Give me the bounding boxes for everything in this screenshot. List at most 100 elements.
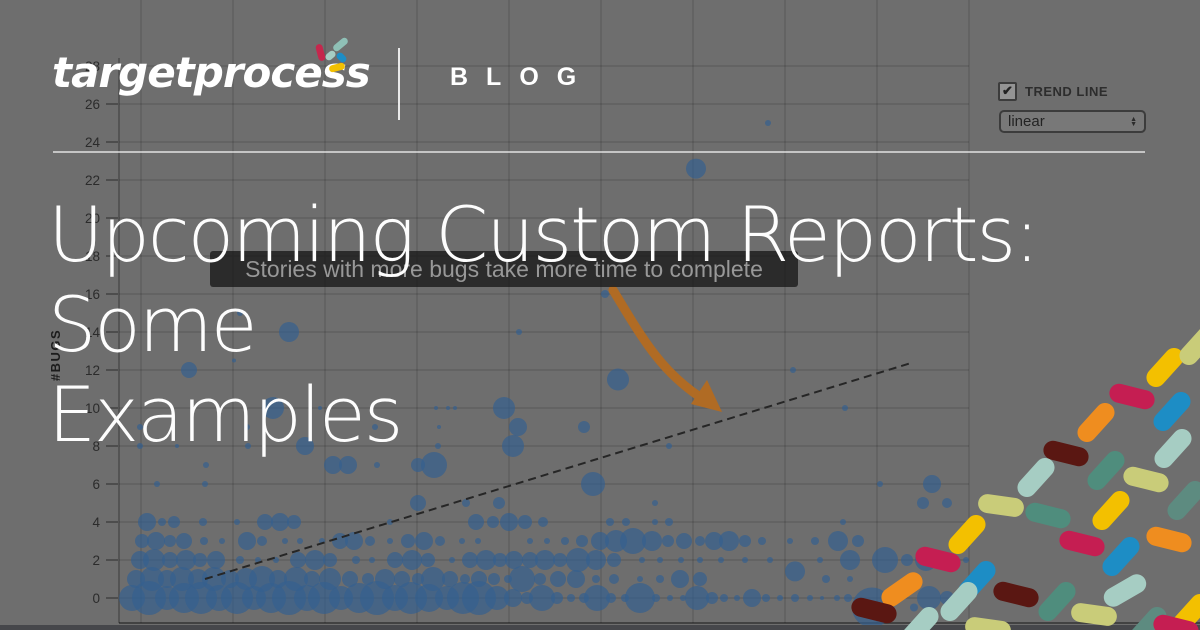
bubble	[592, 575, 600, 583]
bubble	[910, 603, 918, 612]
bubble	[462, 581, 496, 615]
bubble	[522, 552, 538, 568]
bubble	[566, 548, 590, 572]
bubble	[493, 553, 507, 567]
bubble	[127, 570, 145, 588]
y-tick-label: 6	[92, 477, 100, 492]
bubble	[828, 531, 848, 551]
y-tick-label: 18	[85, 249, 100, 264]
bubble	[318, 406, 322, 410]
bubble	[342, 571, 358, 587]
trend-type-value: linear	[1008, 113, 1045, 130]
bubble	[940, 591, 954, 605]
bubble	[319, 568, 341, 590]
bubble	[234, 519, 240, 525]
bubble	[200, 537, 208, 545]
bubble	[245, 443, 251, 449]
bubble	[442, 571, 458, 587]
bubble	[693, 572, 707, 586]
trend-line-checkbox[interactable]: ✔	[998, 82, 1017, 101]
y-tick-label: 4	[92, 515, 100, 530]
bubble	[697, 557, 703, 563]
bubble	[365, 536, 375, 546]
bubble	[662, 535, 674, 547]
bottom-edge-strip	[0, 625, 1200, 630]
bubble	[375, 569, 395, 589]
bubble	[743, 589, 761, 607]
bubble	[434, 406, 438, 410]
bubble	[345, 532, 363, 550]
bubble	[504, 589, 522, 607]
trend-line-control: ✔ TREND LINE	[998, 82, 1108, 101]
bubble	[657, 557, 663, 563]
bubble	[462, 552, 478, 568]
bubble	[297, 538, 303, 544]
bubble	[394, 571, 410, 587]
bubble	[852, 587, 892, 628]
bubble	[739, 535, 751, 547]
bubble	[844, 594, 852, 602]
bubble	[372, 424, 378, 430]
bubble	[742, 557, 748, 563]
bubble	[168, 516, 180, 528]
bubble	[410, 495, 426, 511]
bubble	[437, 425, 441, 429]
bubble	[487, 516, 499, 528]
bubble	[822, 575, 830, 583]
bubble	[476, 550, 496, 570]
bubble	[591, 532, 609, 550]
bubble	[665, 518, 673, 526]
bubble	[138, 513, 156, 531]
bubble	[720, 594, 728, 602]
bubble	[147, 532, 165, 550]
bubble	[527, 538, 533, 544]
blog-link[interactable]: BLOG	[450, 63, 595, 91]
bubble	[718, 557, 724, 563]
bubble	[500, 513, 518, 531]
bubble	[706, 592, 718, 604]
annotation-arrow	[608, 285, 722, 412]
bubble	[852, 535, 864, 547]
bubble	[553, 553, 567, 567]
bubble	[915, 549, 937, 571]
bubble	[734, 595, 740, 601]
select-spinner-icon: ▲ ▼	[1130, 115, 1137, 128]
y-tick-label: 28	[85, 59, 100, 74]
bubble	[323, 553, 337, 567]
bubble	[387, 519, 393, 525]
bubble	[538, 517, 548, 527]
bubble	[202, 481, 208, 487]
bubble	[576, 535, 588, 547]
page-title: Upcoming Custom Reports: Some Examples	[48, 190, 1200, 460]
bubble	[236, 556, 244, 564]
bubble	[505, 551, 523, 569]
bubble	[282, 538, 288, 544]
trend-line	[204, 361, 914, 580]
bubble	[181, 362, 197, 378]
bubble	[488, 573, 500, 585]
bubble	[164, 535, 176, 547]
bubble	[193, 553, 207, 567]
bubble	[339, 456, 357, 474]
bubble	[767, 557, 773, 563]
bubble	[271, 513, 289, 531]
y-tick-label: 2	[92, 553, 100, 568]
bubble	[162, 552, 178, 568]
bubble	[154, 481, 160, 487]
y-tick-label: 16	[85, 287, 100, 302]
bubble	[676, 533, 692, 549]
bubble	[762, 594, 770, 602]
bubble	[719, 531, 739, 551]
bubble	[840, 550, 860, 570]
bubble	[790, 367, 796, 373]
bubble	[606, 518, 614, 526]
bubble	[642, 531, 662, 551]
bubble	[544, 538, 550, 544]
bubble	[667, 595, 673, 601]
page-title-line1: Upcoming Custom Reports: Some	[48, 190, 1040, 369]
bubble	[518, 515, 532, 529]
bubble	[567, 594, 575, 602]
trend-type-select[interactable]: linear ▲ ▼	[999, 110, 1146, 133]
bubble	[471, 571, 487, 587]
